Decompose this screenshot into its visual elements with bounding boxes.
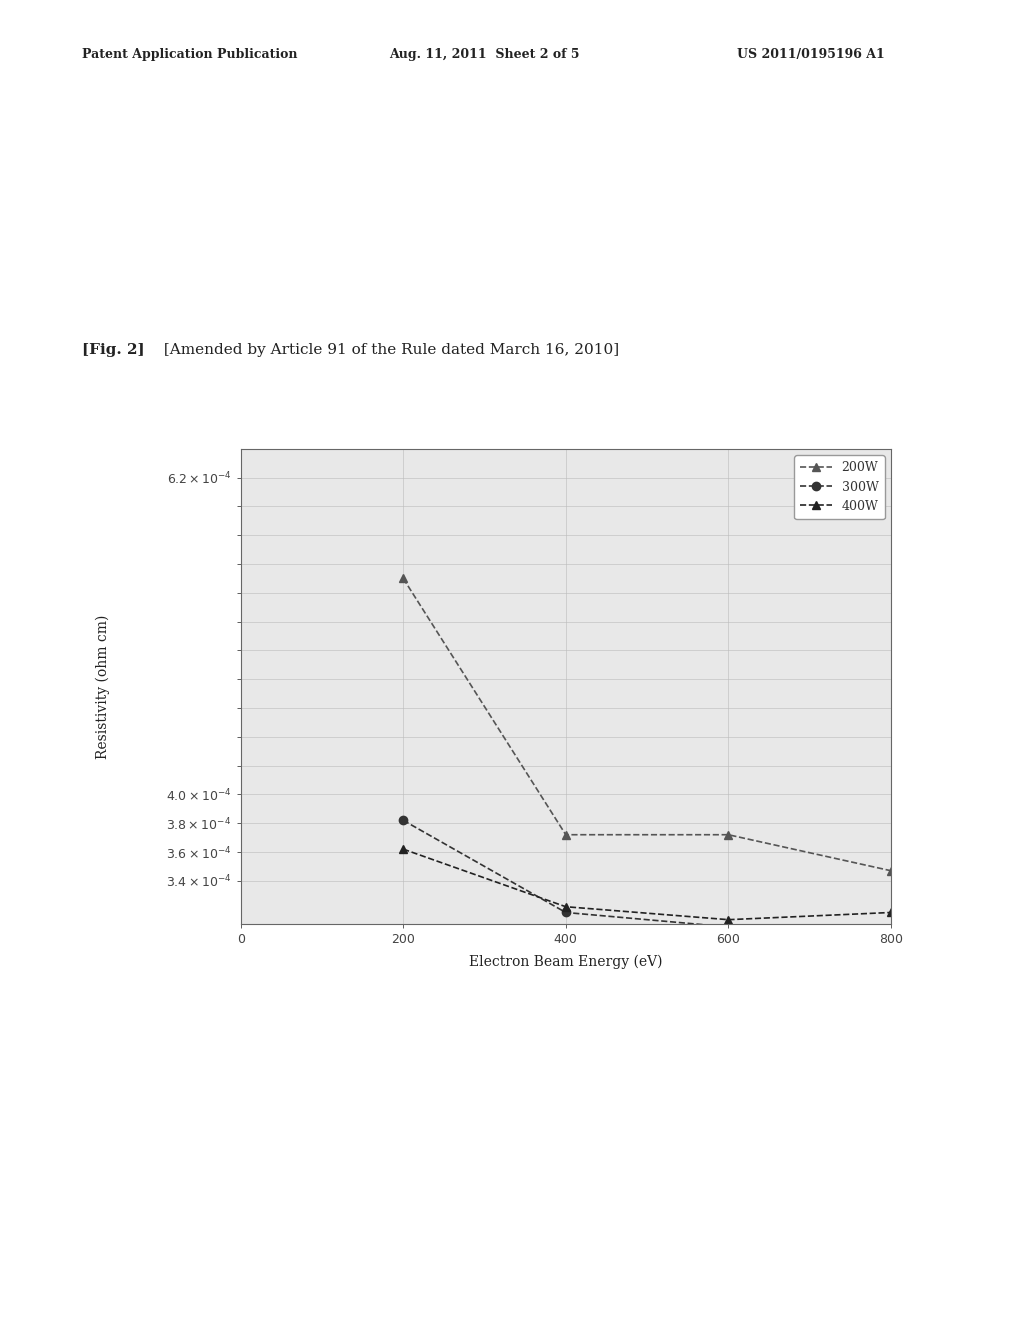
- Y-axis label: Resistivity (ohm cm): Resistivity (ohm cm): [96, 614, 111, 759]
- Line: 200W: 200W: [399, 574, 895, 875]
- X-axis label: Electron Beam Energy (eV): Electron Beam Energy (eV): [469, 954, 663, 969]
- Text: Patent Application Publication: Patent Application Publication: [82, 48, 297, 61]
- Text: [Amended by Article 91 of the Rule dated March 16, 2010]: [Amended by Article 91 of the Rule dated…: [159, 343, 618, 358]
- 400W: [885, 904, 897, 920]
- 300W: [397, 812, 410, 828]
- 300W: [885, 935, 897, 950]
- Legend: 200W, 300W, 400W: 200W, 300W, 400W: [794, 455, 885, 519]
- 200W: [397, 570, 410, 586]
- 200W: [559, 826, 571, 842]
- 400W: [397, 841, 410, 857]
- Text: [Fig. 2]: [Fig. 2]: [82, 343, 144, 358]
- 400W: [559, 899, 571, 915]
- 200W: [722, 826, 734, 842]
- 300W: [722, 919, 734, 935]
- 400W: [722, 912, 734, 928]
- 300W: [559, 904, 571, 920]
- Text: Aug. 11, 2011  Sheet 2 of 5: Aug. 11, 2011 Sheet 2 of 5: [389, 48, 580, 61]
- Line: 300W: 300W: [399, 816, 895, 946]
- Text: US 2011/0195196 A1: US 2011/0195196 A1: [737, 48, 885, 61]
- 200W: [885, 863, 897, 879]
- Line: 400W: 400W: [399, 845, 895, 924]
